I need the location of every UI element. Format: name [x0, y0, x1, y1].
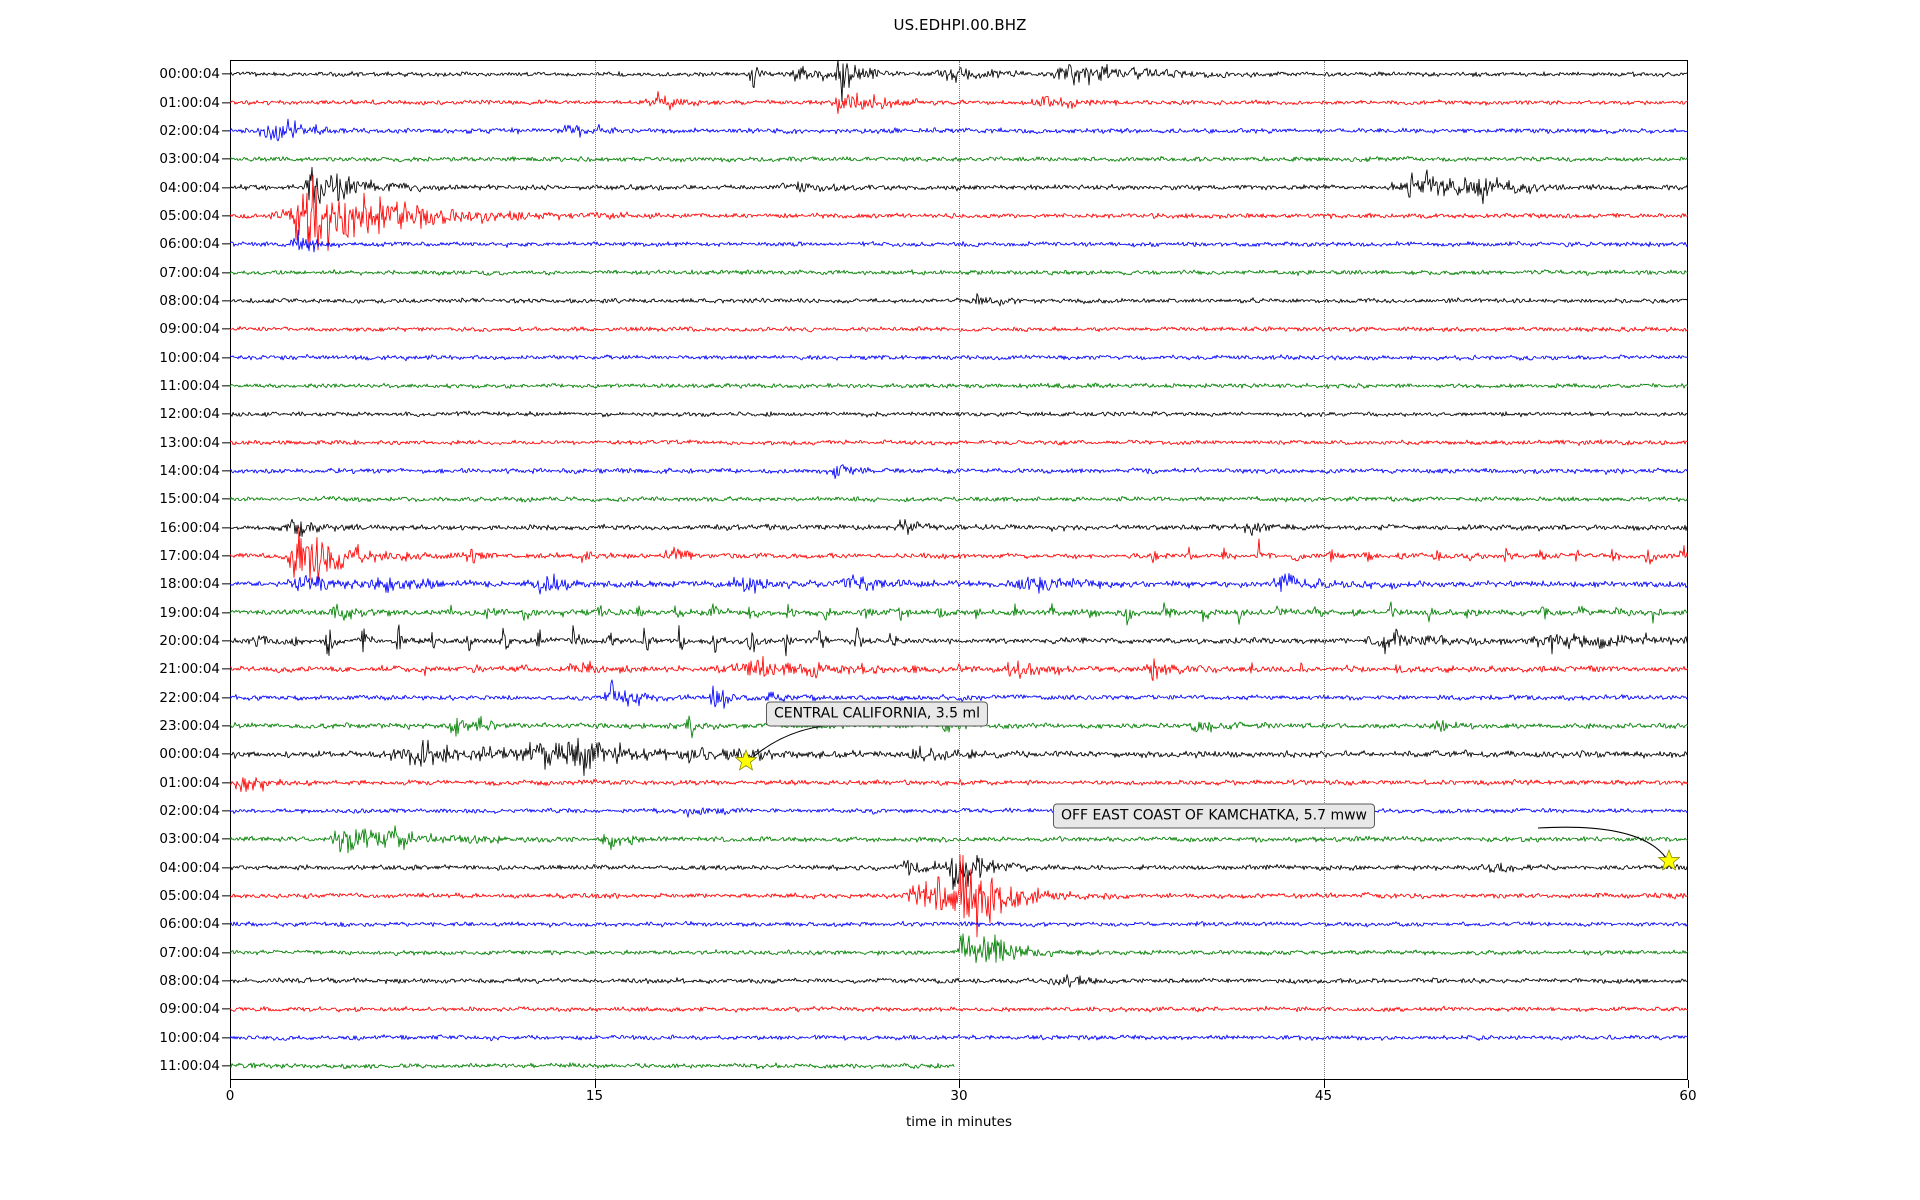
y-axis-tick-mark — [222, 526, 230, 529]
y-axis-tick-mark — [222, 101, 230, 104]
y-axis-tick-mark — [222, 356, 230, 359]
y-axis-tick-label: 03:00:04 — [159, 831, 220, 848]
y-axis-tick-label: 05:00:04 — [159, 887, 220, 904]
annotation-label-off-east-coast-of-kamchatka[interactable]: OFF EAST COAST OF KAMCHATKA, 5.7 mww — [1052, 803, 1376, 829]
y-axis-tick-label: 11:00:04 — [159, 1057, 220, 1074]
y-axis-tick-mark — [222, 583, 230, 585]
y-axis-tick-mark — [222, 328, 230, 330]
y-axis-tick-mark — [222, 895, 230, 897]
y-axis-tick-mark — [222, 470, 230, 472]
y-axis-tick-label: 01:00:04 — [159, 774, 220, 791]
y-axis-tick-mark — [222, 271, 230, 274]
y-axis-tick-label: 16:00:04 — [159, 519, 220, 536]
y-axis-tick-label: 02:00:04 — [159, 802, 220, 819]
y-axis-tick-mark — [222, 668, 230, 670]
y-axis-tick-mark — [222, 951, 230, 954]
x-axis-tick-label: 0 — [225, 1088, 235, 1104]
y-axis-tick-label: 12:00:04 — [159, 406, 220, 423]
x-axis-tick-mark — [1688, 1080, 1690, 1088]
y-axis-tick-mark — [222, 158, 230, 160]
y-axis-tick-mark — [222, 413, 230, 415]
y-axis-tick-label: 00:00:04 — [159, 746, 220, 763]
y-axis-tick-mark — [222, 810, 230, 812]
x-axis-tick-mark — [594, 1080, 596, 1088]
y-axis-tick-label: 13:00:04 — [159, 434, 220, 451]
annotation-label-central-california[interactable]: CENTRAL CALIFORNIA, 3.5 ml — [765, 701, 989, 727]
y-axis-tick-label: 09:00:04 — [159, 321, 220, 338]
y-axis-tick-mark — [222, 130, 230, 132]
y-axis-tick-mark — [222, 300, 230, 302]
y-axis-tick-label: 10:00:04 — [159, 349, 220, 366]
y-axis-tick-label: 20:00:04 — [159, 632, 220, 649]
y-axis-tick-mark — [222, 73, 230, 75]
y-axis-tick-label: 02:00:04 — [159, 122, 220, 139]
y-axis-tick-label: 07:00:04 — [159, 944, 220, 961]
y-axis-tick-label: 06:00:04 — [159, 236, 220, 253]
y-axis-tick-label: 11:00:04 — [159, 377, 220, 394]
y-axis-tick-mark — [222, 725, 230, 727]
y-axis-tick-label: 09:00:04 — [159, 1001, 220, 1018]
y-axis-tick-label: 19:00:04 — [159, 604, 220, 621]
y-axis-tick-label: 01:00:04 — [159, 94, 220, 111]
y-axis-tick-mark — [222, 866, 230, 869]
y-axis-tick-mark — [222, 1036, 230, 1039]
y-axis-tick-label: 18:00:04 — [159, 576, 220, 593]
y-axis-tick-label: 05:00:04 — [159, 207, 220, 224]
x-axis-label: time in minutes — [905, 1114, 1013, 1130]
y-axis-tick-mark — [222, 611, 230, 614]
y-axis-tick-label: 08:00:04 — [159, 292, 220, 309]
y-axis-tick-labels: 00:00:04 01:00:04 02:00:04 03:00:04 04:00:04… — [0, 0, 222, 1200]
y-axis-tick-mark — [222, 215, 230, 217]
y-axis-tick-label: 04:00:04 — [159, 859, 220, 876]
x-axis-tick-label: 45 — [1314, 1088, 1333, 1104]
gridline — [594, 61, 596, 1079]
y-axis-tick-label: 08:00:04 — [159, 972, 220, 989]
x-axis-tick-mark — [959, 1080, 961, 1088]
y-axis-tick-mark — [222, 640, 230, 642]
y-axis-tick-label: 00:00:04 — [159, 66, 220, 83]
x-axis-tick-mark — [230, 1080, 232, 1088]
y-axis-tick-mark — [222, 923, 230, 925]
gridline — [959, 61, 960, 1079]
y-axis-tick-mark — [222, 753, 230, 755]
page-title: US.EDHPI.00.BHZ — [893, 16, 1027, 34]
gridline — [1323, 61, 1325, 1079]
y-axis-tick-label: 17:00:04 — [159, 547, 220, 564]
y-axis-tick-mark — [222, 441, 230, 444]
x-axis-tick-label: 60 — [1679, 1088, 1697, 1104]
y-axis-tick-mark — [222, 1008, 230, 1010]
x-axis-tick-label: 15 — [585, 1088, 604, 1104]
y-axis-tick-label: 22:00:04 — [159, 689, 220, 706]
y-axis-tick-label: 21:00:04 — [159, 661, 220, 678]
y-axis-tick-mark — [222, 555, 230, 557]
y-axis-tick-label: 07:00:04 — [159, 264, 220, 281]
y-axis-tick-mark — [222, 243, 230, 245]
y-axis-tick-label: 23:00:04 — [159, 717, 220, 734]
y-axis-tick-label: 10:00:04 — [159, 1029, 220, 1046]
y-axis-tick-mark — [222, 980, 230, 982]
y-axis-tick-mark — [222, 1065, 230, 1067]
y-axis-tick-mark — [222, 385, 230, 387]
y-axis-tick-label: 04:00:04 — [159, 179, 220, 196]
y-axis-tick-mark — [222, 498, 230, 500]
x-axis-tick-label: 30 — [950, 1088, 968, 1104]
y-axis-tick-mark — [222, 696, 230, 699]
y-axis-tick-mark — [222, 781, 230, 784]
y-axis-tick-label: 06:00:04 — [159, 916, 220, 933]
y-axis-tick-mark — [222, 186, 230, 189]
y-axis-tick-label: 03:00:04 — [159, 151, 220, 168]
y-axis-tick-label: 14:00:04 — [159, 462, 220, 479]
y-axis-tick-label: 15:00:04 — [159, 491, 220, 508]
x-axis-tick-mark — [1323, 1080, 1325, 1088]
y-axis-tick-mark — [222, 838, 230, 840]
